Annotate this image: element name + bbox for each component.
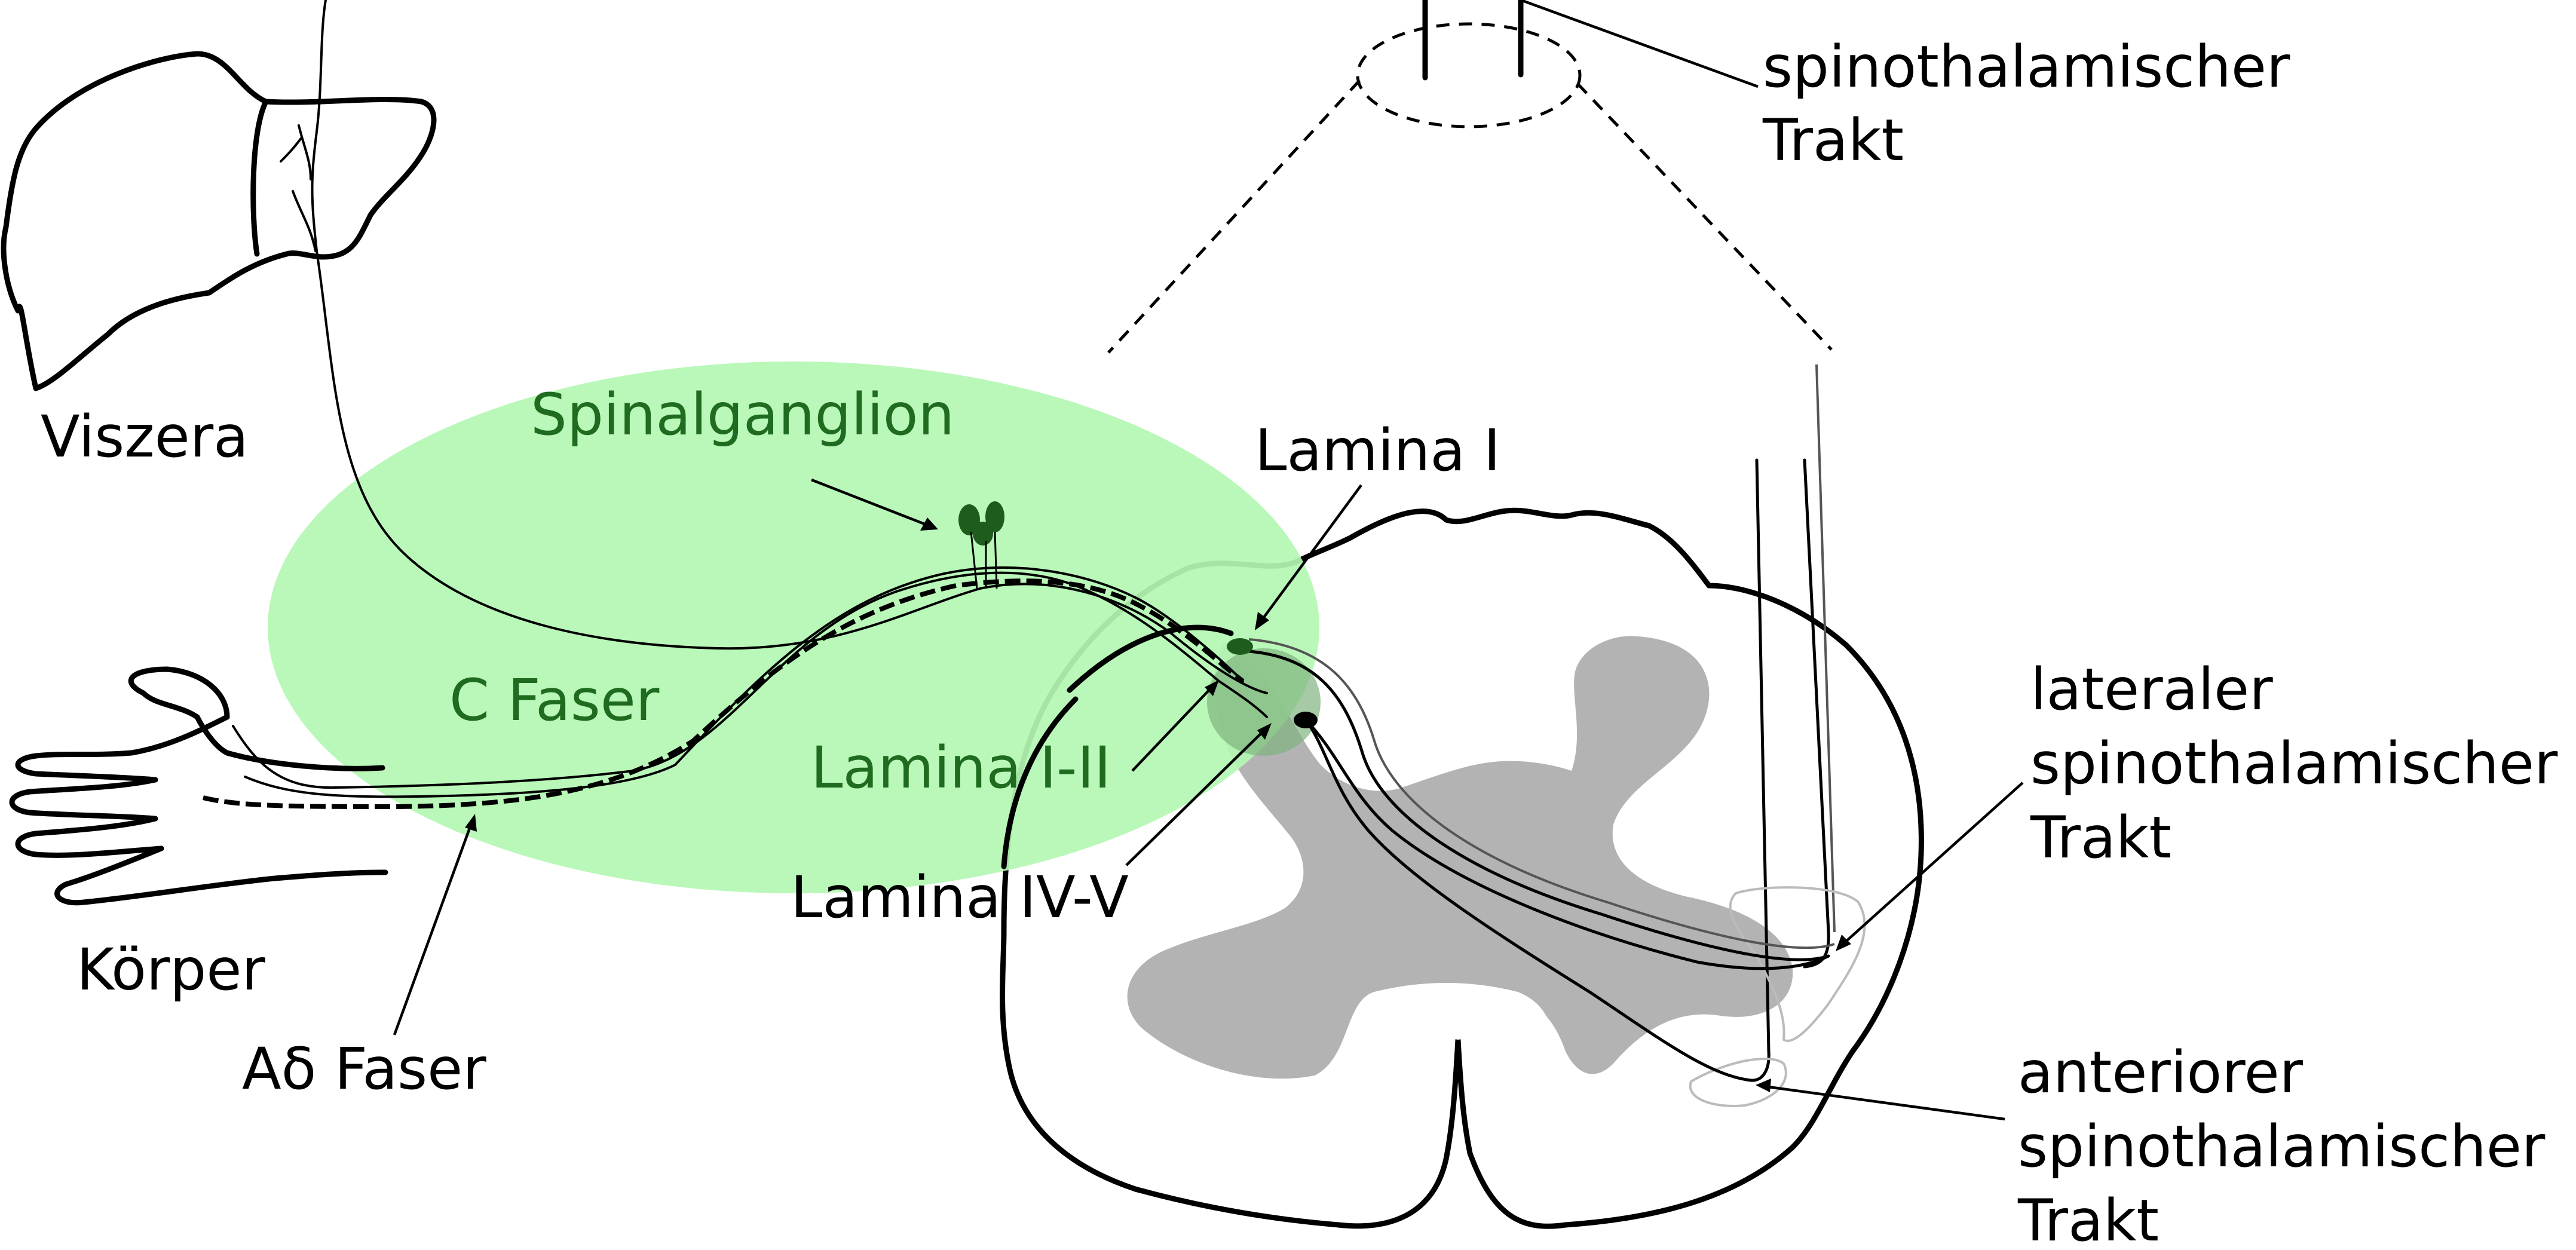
label-anterior-1: anteriorer	[2018, 1039, 2304, 1106]
ganglion-cell-3	[973, 522, 993, 546]
grey-matter-notch	[1362, 983, 1554, 1052]
anterior-pathway-fibre	[1304, 718, 1753, 1082]
liver-outline	[1, 51, 437, 391]
label-anterior-3: Trakt	[2017, 1187, 2159, 1250]
label-viszera: Viszera	[41, 403, 249, 470]
label-lamina-i-ii: Lamina I-II	[811, 734, 1111, 801]
leader-spinothalamic-top	[1520, 0, 1759, 88]
leader-a-delta-faser	[393, 814, 477, 1035]
lamina-iv-neuron	[1294, 712, 1318, 728]
label-anterior-2: spinothalamischer	[2018, 1113, 2546, 1180]
lateral-pathway-fibre-1	[1247, 649, 1830, 961]
dorsal-root-line	[1067, 624, 1234, 693]
liver-vessels	[280, 124, 317, 252]
label-a-delta-faser: Aδ Faser	[242, 1035, 486, 1102]
liver-lobe-line	[250, 99, 269, 257]
label-lateral-3: Trakt	[2030, 804, 2171, 871]
anterior-tract-area	[1689, 1057, 1787, 1107]
lamina-i-neuron	[1227, 638, 1253, 655]
label-lateral-1: lateraler	[2030, 656, 2273, 723]
label-spinothalamic-top-2: Trakt	[1762, 107, 1904, 174]
leader-spinalganglion	[811, 478, 938, 531]
label-lamina-i: Lamina I	[1255, 417, 1500, 484]
leader-lateral	[1836, 782, 2024, 951]
leader-anterior	[1756, 1079, 2005, 1121]
label-lateral-2: spinothalamischer	[2030, 730, 2558, 797]
label-koerper: Körper	[76, 936, 265, 1003]
dorsal-root-line-lower	[1001, 696, 1079, 869]
tract-cross-section	[1356, 22, 1582, 128]
ascending-tract-line-3	[1815, 364, 1836, 933]
c-fibre	[232, 571, 1268, 789]
label-spinothalamic-top-1: spinothalamischer	[1763, 33, 2290, 100]
zoom-line-right	[1576, 82, 1833, 351]
leader-lamina-iv-v	[1125, 723, 1272, 866]
lateral-pathway-fibre-2	[1248, 638, 1835, 949]
lamina-iv-pathway-fibre	[1304, 718, 1830, 970]
zoom-line-left	[1107, 79, 1361, 354]
leader-lamina-i-ii	[1131, 680, 1219, 772]
ascending-tract-line-1	[1749, 458, 1771, 1082]
label-spinalganglion: Spinalganglion	[531, 381, 954, 448]
hand-outline	[9, 666, 388, 906]
a-delta-fibre	[203, 578, 1245, 810]
spinal-ganglion-region	[268, 361, 1319, 893]
label-lamina-iv-v: Lamina IV-V	[791, 864, 1129, 931]
ganglion-cell-2	[985, 501, 1004, 532]
leader-lamina-i	[1255, 484, 1362, 630]
c-fibre-parallel	[244, 566, 1244, 798]
label-c-faser: C Faser	[449, 667, 660, 734]
